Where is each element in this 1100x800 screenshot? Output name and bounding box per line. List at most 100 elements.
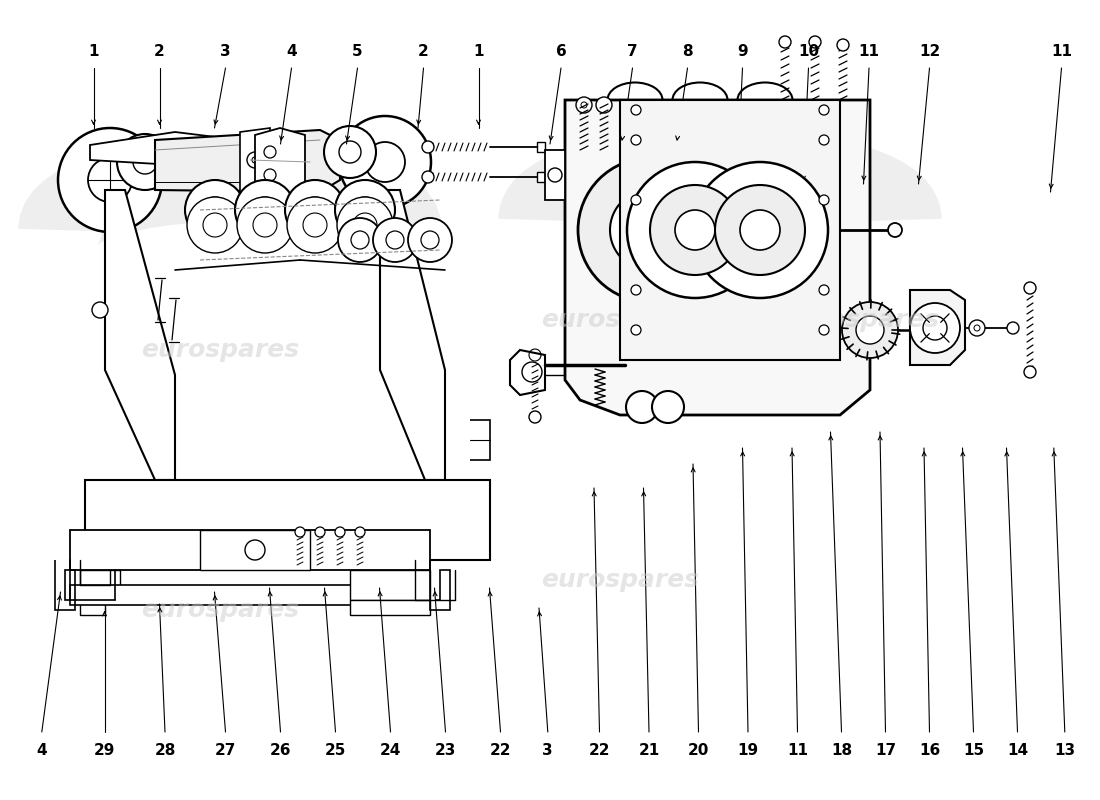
Circle shape [927,325,937,335]
Circle shape [422,141,435,153]
Text: 2: 2 [154,45,165,59]
Text: 22: 22 [490,743,512,758]
Circle shape [355,527,365,537]
Text: eurospares: eurospares [541,568,700,592]
Circle shape [373,218,417,262]
Text: 22: 22 [588,743,610,758]
Polygon shape [620,100,840,360]
Circle shape [351,231,369,249]
Circle shape [287,197,343,253]
Circle shape [742,212,778,248]
Circle shape [352,197,378,223]
Text: 3: 3 [542,743,553,758]
Text: 3: 3 [220,45,231,59]
Text: eurospares: eurospares [541,308,700,332]
Text: 24: 24 [379,743,401,758]
Circle shape [596,97,612,113]
Circle shape [133,150,157,174]
Circle shape [252,157,258,163]
Circle shape [923,316,947,340]
Circle shape [578,158,722,302]
Text: 10: 10 [798,45,820,59]
Circle shape [353,213,377,237]
Polygon shape [537,172,544,182]
Polygon shape [910,290,965,365]
Circle shape [650,185,740,275]
Polygon shape [80,570,120,600]
Circle shape [117,134,173,190]
Text: 27: 27 [214,743,236,758]
Text: 28: 28 [154,743,176,758]
Circle shape [631,135,641,145]
Text: eurospares: eurospares [781,308,939,332]
Circle shape [820,285,829,295]
Circle shape [92,302,108,318]
Text: eurospares: eurospares [141,598,299,622]
Text: 6: 6 [556,45,566,59]
Circle shape [610,190,690,270]
Circle shape [337,197,393,253]
Circle shape [740,210,780,250]
Text: 20: 20 [688,743,710,758]
Text: 18: 18 [830,743,852,758]
Text: eurospares: eurospares [141,338,299,362]
Circle shape [692,162,828,298]
Polygon shape [255,128,305,195]
Circle shape [820,195,829,205]
Polygon shape [240,128,270,192]
Circle shape [969,320,984,336]
Polygon shape [379,190,446,480]
Text: 11: 11 [786,743,808,758]
Circle shape [820,325,829,335]
Text: 2: 2 [418,45,429,59]
Circle shape [1024,366,1036,378]
Text: 13: 13 [1054,743,1076,758]
Circle shape [626,391,658,423]
Circle shape [576,97,592,113]
Circle shape [236,197,293,253]
Circle shape [631,285,641,295]
Text: 1: 1 [473,45,484,59]
Circle shape [386,231,404,249]
Circle shape [295,527,305,537]
Text: 11: 11 [858,45,880,59]
Polygon shape [70,530,430,570]
Text: 5: 5 [352,45,363,59]
Circle shape [187,197,243,253]
Circle shape [631,105,641,115]
Circle shape [302,213,327,237]
Text: 14: 14 [1006,743,1028,758]
Circle shape [688,158,832,302]
Circle shape [856,316,884,344]
Circle shape [652,391,684,423]
Polygon shape [565,100,870,415]
Text: 23: 23 [434,743,456,758]
Circle shape [88,158,132,202]
Circle shape [422,171,435,183]
Text: 12: 12 [918,45,940,59]
Circle shape [204,213,227,237]
Polygon shape [80,600,104,615]
Text: 25: 25 [324,743,346,758]
Polygon shape [537,142,544,152]
Polygon shape [544,150,565,200]
Circle shape [365,142,405,182]
Circle shape [421,231,439,249]
Polygon shape [90,132,240,165]
Text: 4: 4 [36,743,47,758]
Circle shape [339,116,431,208]
Circle shape [302,197,328,223]
Polygon shape [104,190,175,480]
Circle shape [1024,282,1036,294]
Polygon shape [70,585,430,605]
Text: 1: 1 [88,45,99,59]
Circle shape [820,105,829,115]
Circle shape [336,527,345,537]
Circle shape [324,126,376,178]
Text: 26: 26 [270,743,292,758]
Circle shape [339,141,361,163]
Circle shape [1006,322,1019,334]
Circle shape [720,190,800,270]
Circle shape [338,218,382,262]
Circle shape [715,185,805,275]
